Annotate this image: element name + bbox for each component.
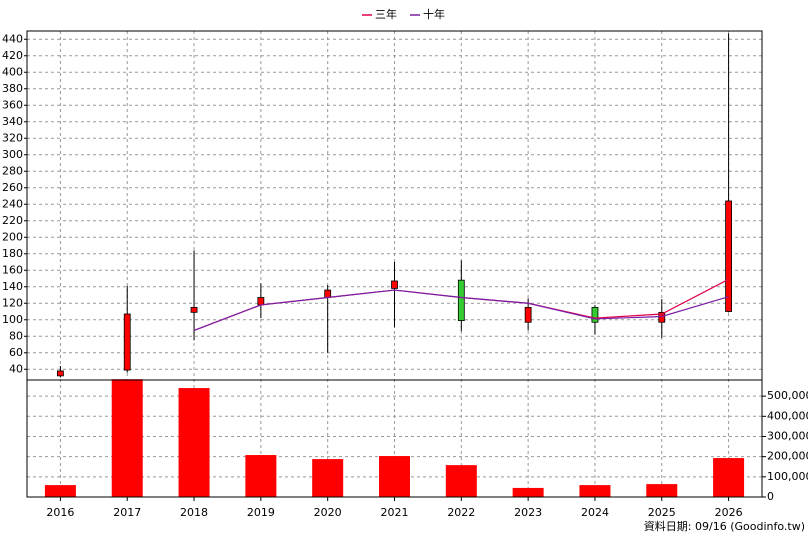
y-tick-label: 180 bbox=[2, 247, 23, 260]
candle-body bbox=[457, 279, 465, 321]
x-tick-label: 2025 bbox=[648, 506, 676, 519]
candle-body bbox=[658, 311, 666, 323]
y-tick-label: 400 bbox=[2, 65, 23, 78]
candle-body bbox=[57, 370, 64, 377]
volume-bar bbox=[512, 487, 544, 497]
y-tick-label: 220 bbox=[2, 214, 23, 227]
legend-label: 三年 bbox=[375, 7, 397, 21]
x-tick-label: 2018 bbox=[180, 506, 208, 519]
volume-bar bbox=[379, 456, 410, 497]
series-line bbox=[193, 289, 729, 332]
plot-frame bbox=[26, 30, 763, 498]
y-tick-label: 300 bbox=[2, 148, 23, 161]
y2-tick-label: 300,000 bbox=[767, 429, 808, 442]
y2-tick-label: 200,000 bbox=[767, 450, 808, 463]
y-tick-label: 160 bbox=[2, 263, 23, 276]
y-tick-label: 80 bbox=[9, 329, 23, 342]
volume-bar bbox=[178, 388, 210, 497]
x-tick-label: 2019 bbox=[247, 506, 275, 519]
candle-body bbox=[257, 297, 265, 306]
volume-bar bbox=[245, 455, 277, 497]
y2-tick-label: 0 bbox=[767, 490, 774, 503]
volume-bar bbox=[111, 379, 143, 497]
footer: 資料日期: 09/16 (Goodinfo.tw) bbox=[644, 519, 805, 533]
y-tick-label: 200 bbox=[2, 230, 23, 243]
volume-bar bbox=[312, 459, 344, 497]
y-tick-label: 440 bbox=[2, 32, 23, 45]
candle-body bbox=[190, 306, 198, 313]
y-tick-label: 40 bbox=[9, 362, 23, 375]
y-tick-label: 340 bbox=[2, 115, 23, 128]
candle-body bbox=[391, 280, 398, 289]
volume-bar bbox=[44, 485, 76, 497]
candle-body bbox=[324, 289, 332, 298]
volume-bar bbox=[713, 458, 745, 497]
y-tick-label: 240 bbox=[2, 197, 23, 210]
candle-body bbox=[725, 200, 732, 312]
y-tick-label: 320 bbox=[2, 131, 23, 144]
y-tick-label: 100 bbox=[2, 313, 23, 326]
volume-bar bbox=[579, 485, 611, 497]
y-tick-label: 260 bbox=[2, 181, 23, 194]
candle-body bbox=[123, 313, 131, 371]
x-tick-label: 2021 bbox=[381, 506, 409, 519]
y2-tick-label: 400,000 bbox=[767, 409, 808, 422]
y-tick-label: 140 bbox=[2, 280, 23, 293]
x-tick-label: 2026 bbox=[715, 506, 743, 519]
x-tick-label: 2020 bbox=[314, 506, 342, 519]
candle-body bbox=[524, 306, 532, 323]
y-tick-label: 120 bbox=[2, 296, 23, 309]
y2-tick-label: 500,000 bbox=[767, 389, 808, 402]
volume-bar bbox=[445, 465, 477, 497]
y-tick-label: 420 bbox=[2, 49, 23, 62]
candle-body bbox=[591, 306, 599, 323]
y-tick-label: 280 bbox=[2, 164, 23, 177]
x-tick-label: 2024 bbox=[581, 506, 609, 519]
x-tick-label: 2017 bbox=[113, 506, 141, 519]
x-tick-label: 2023 bbox=[514, 506, 542, 519]
x-tick-label: 2022 bbox=[447, 506, 475, 519]
x-tick-label: 2016 bbox=[46, 506, 74, 519]
volume-bar bbox=[646, 484, 678, 497]
legend-label: 十年 bbox=[423, 7, 445, 21]
y-tick-label: 380 bbox=[2, 82, 23, 95]
y-tick-label: 360 bbox=[2, 98, 23, 111]
y-tick-label: 60 bbox=[9, 346, 23, 359]
y2-tick-label: 100,000 bbox=[767, 470, 808, 483]
